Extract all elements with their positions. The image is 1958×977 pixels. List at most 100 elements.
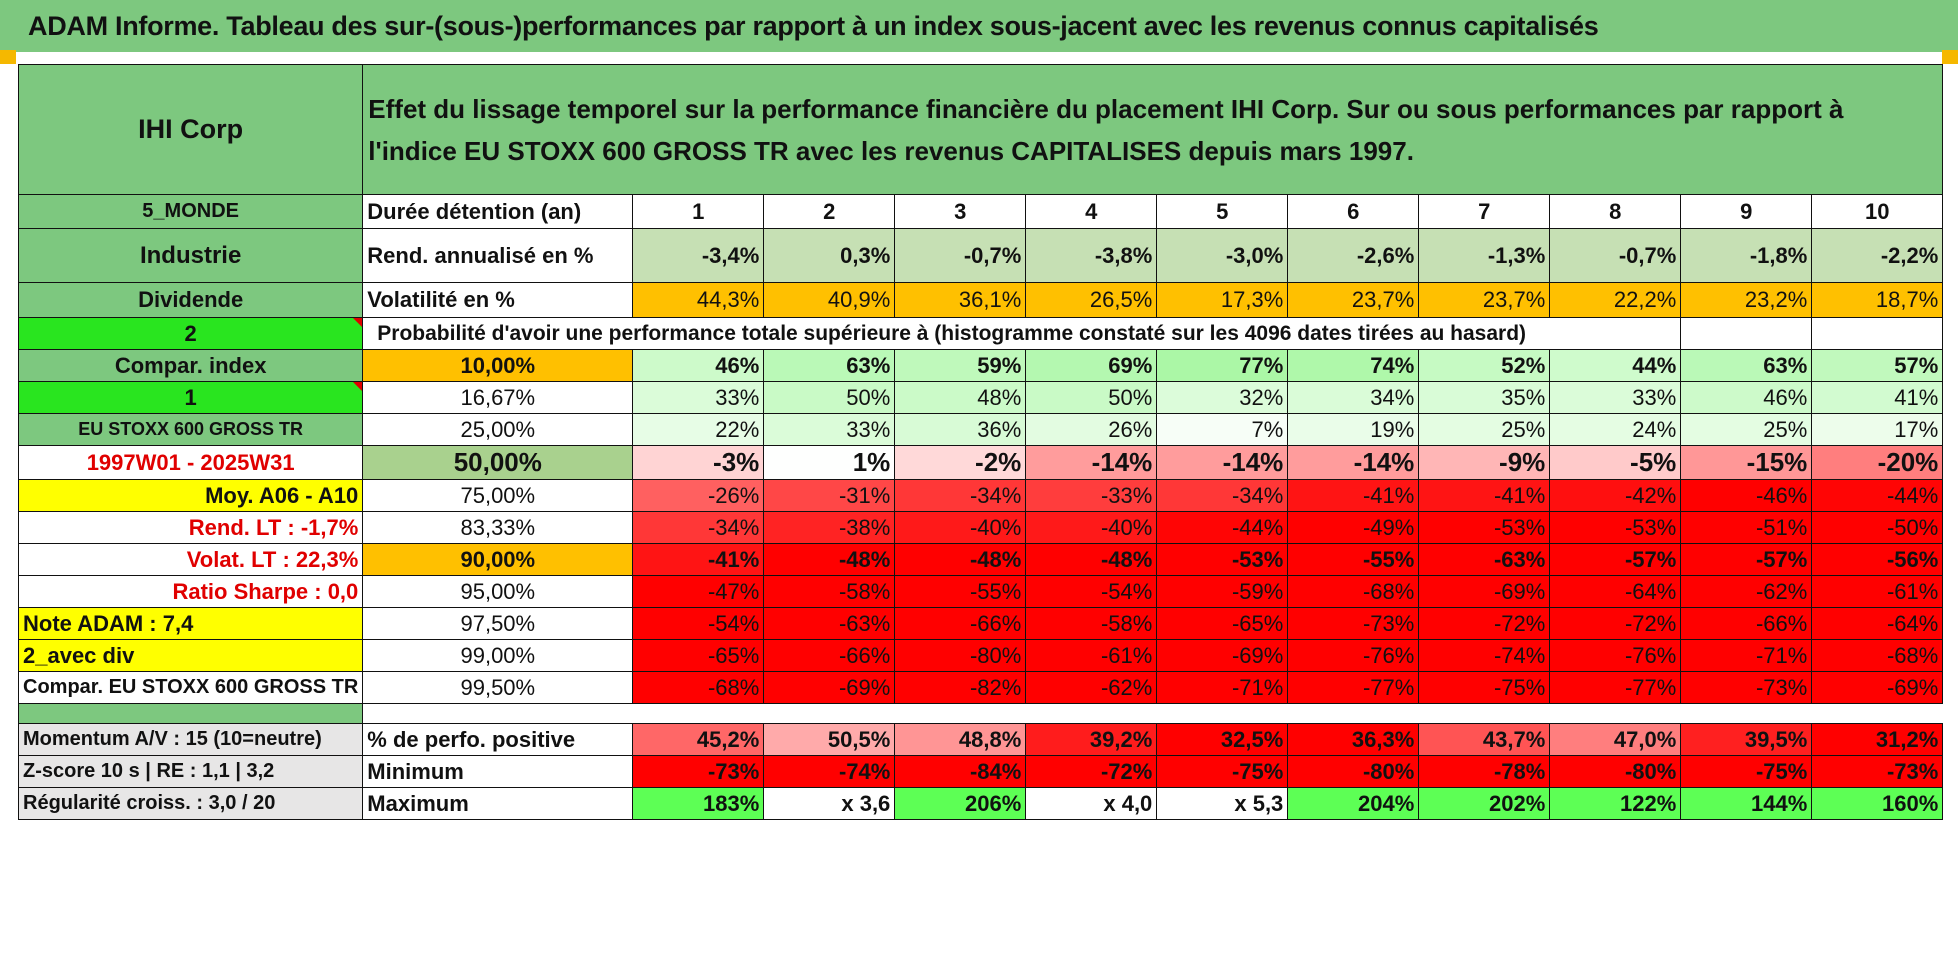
annual-return-label: Rend. annualisé en % [362, 228, 634, 283]
probability-value: -33% [1025, 479, 1158, 512]
probability-value: 33% [763, 413, 896, 446]
probability-value: -63% [763, 607, 896, 640]
volatility-value: 40,9% [763, 282, 896, 318]
annual-return-value: -1,3% [1418, 228, 1551, 283]
probability-value: 69% [1025, 349, 1158, 382]
period-cell: 1997W01 - 2025W31 [17, 445, 364, 480]
probability-value: 36% [894, 413, 1027, 446]
min-value: -73% [632, 755, 765, 788]
probability-value: 52% [1418, 349, 1551, 382]
probability-value: 24% [1549, 413, 1682, 446]
probability-value: 41% [1811, 381, 1944, 414]
probability-value: -68% [1287, 575, 1420, 608]
probability-value: -47% [632, 575, 765, 608]
probability-value: -62% [1680, 575, 1813, 608]
threshold-cell: 75,00% [362, 479, 634, 512]
probability-value: -55% [894, 575, 1027, 608]
threshold-cell: 95,00% [362, 575, 634, 608]
year-header: 8 [1549, 194, 1682, 229]
probability-value: 74% [1287, 349, 1420, 382]
long-term-volatility: Volat. LT : 22,3% [17, 543, 364, 576]
adam-score: Note ADAM : 7,4 [17, 607, 364, 640]
probability-value: -58% [763, 575, 896, 608]
report-banner: ADAM Informe. Tableau des sur-(sous-)per… [0, 0, 1958, 52]
probability-value: 57% [1811, 349, 1944, 382]
probability-value: 26% [1025, 413, 1158, 446]
spacer-cell [17, 703, 364, 724]
probability-value: 63% [763, 349, 896, 382]
probability-value: -75% [1418, 671, 1551, 704]
probability-value: -46% [1680, 479, 1813, 512]
probability-value: -61% [1811, 575, 1944, 608]
dividend-selector[interactable]: 2 [17, 317, 364, 350]
max-value: 202% [1418, 787, 1551, 820]
year-header: 5 [1156, 194, 1289, 229]
min-value: -80% [1287, 755, 1420, 788]
volatility-value: 22,2% [1549, 282, 1682, 318]
threshold-cell: 10,00% [362, 349, 634, 382]
threshold-cell: 90,00% [362, 543, 634, 576]
volatility-value: 18,7% [1811, 282, 1944, 318]
dividend-cell: Dividende [17, 282, 364, 318]
probability-value: -3% [632, 445, 765, 480]
annual-return-value: -3,0% [1156, 228, 1289, 283]
year-header: 10 [1811, 194, 1944, 229]
year-header: 3 [894, 194, 1027, 229]
probability-value: -34% [1156, 479, 1289, 512]
probability-value: -2% [894, 445, 1027, 480]
probability-value: -68% [632, 671, 765, 704]
probability-value: -82% [894, 671, 1027, 704]
probability-value: -69% [763, 671, 896, 704]
probability-value: -15% [1680, 445, 1813, 480]
pos-value: 48,8% [894, 723, 1027, 756]
max-value: 160% [1811, 787, 1944, 820]
annual-return-value: 0,3% [763, 228, 896, 283]
probability-value: -68% [1811, 639, 1944, 672]
probability-value: -34% [632, 511, 765, 544]
probability-value: 35% [1418, 381, 1551, 414]
probability-value: 25% [1418, 413, 1551, 446]
probability-value: -26% [632, 479, 765, 512]
max-value: 144% [1680, 787, 1813, 820]
threshold-cell: 99,00% [362, 639, 634, 672]
probability-value: -69% [1418, 575, 1551, 608]
probability-value: -54% [632, 607, 765, 640]
threshold-cell: 97,50% [362, 607, 634, 640]
probability-value: -66% [1680, 607, 1813, 640]
long-term-return: Rend. LT : -1,7% [17, 511, 364, 544]
probability-value: -53% [1156, 543, 1289, 576]
pos-value: 39,2% [1025, 723, 1158, 756]
probability-value: -55% [1287, 543, 1420, 576]
max-value: x 5,3 [1156, 787, 1289, 820]
probability-value: -77% [1287, 671, 1420, 704]
probability-value: 59% [894, 349, 1027, 382]
probability-value: -5% [1549, 445, 1682, 480]
probability-value: -44% [1811, 479, 1944, 512]
max-value: x 3,6 [763, 787, 896, 820]
probability-value: -62% [1025, 671, 1158, 704]
threshold-cell: 50,00% [362, 445, 634, 480]
index-selector[interactable]: 1 [17, 381, 364, 414]
threshold-cell: 83,33% [362, 511, 634, 544]
probability-value: -20% [1811, 445, 1944, 480]
probability-value: -53% [1418, 511, 1551, 544]
probability-header: Probabilité d'avoir une performance tota… [362, 317, 1682, 350]
probability-value: 17% [1811, 413, 1944, 446]
probability-value: -14% [1156, 445, 1289, 480]
min-label: Minimum [362, 755, 634, 788]
probability-value: -61% [1025, 639, 1158, 672]
sharpe-ratio: Ratio Sharpe : 0,0 [17, 575, 364, 608]
year-header: 4 [1025, 194, 1158, 229]
min-value: -75% [1156, 755, 1289, 788]
probability-value: -66% [894, 607, 1027, 640]
year-header: 6 [1287, 194, 1420, 229]
probability-value: 50% [763, 381, 896, 414]
probability-value: -48% [1025, 543, 1158, 576]
probability-value: -38% [763, 511, 896, 544]
probability-value: -69% [1156, 639, 1289, 672]
probability-value: -14% [1025, 445, 1158, 480]
max-value: 183% [632, 787, 765, 820]
index-name-cell: EU STOXX 600 GROSS TR [17, 413, 364, 446]
zscore-cell: Z-score 10 s | RE : 1,1 | 3,2 [17, 755, 364, 788]
min-value: -73% [1811, 755, 1944, 788]
